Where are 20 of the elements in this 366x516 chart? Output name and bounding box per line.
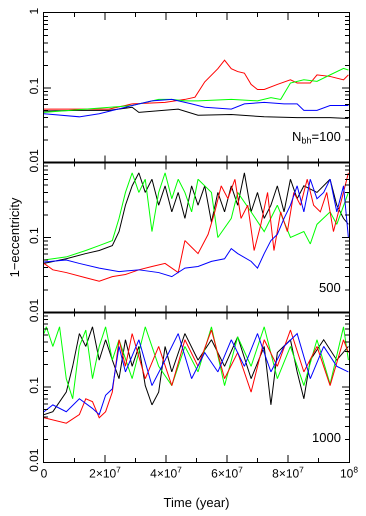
y-tick-label: 0.01 <box>27 298 42 322</box>
annotation: N$_{bh}$=100 <box>292 129 341 146</box>
y-tick-label: 0.01 <box>27 448 42 472</box>
annotation: 500 <box>319 280 341 295</box>
x-tick-label: 6×10$^{7}$ <box>211 464 244 480</box>
line-series <box>44 98 349 118</box>
y-tick-label: 0.1 <box>27 376 42 394</box>
x-axis-title: Time (year) <box>164 495 230 510</box>
y-axis-title: 1−eccentricity <box>7 197 22 278</box>
annotation: 1000 <box>312 430 341 445</box>
y-tick-label: 0.1 <box>27 77 42 94</box>
y-tick-label: 0.01 <box>27 148 42 173</box>
x-tick-label: 0 <box>40 466 48 480</box>
x-tick-label: 4×10$^{7}$ <box>150 464 182 480</box>
x-tick-label: 8×10$^{7}$ <box>272 464 304 480</box>
line-series <box>44 326 349 400</box>
x-tick-label: 2×10$^{7}$ <box>89 464 122 480</box>
y-tick-label: 1 <box>27 8 42 15</box>
x-tick-label: 10$^{8}$ <box>340 464 358 480</box>
y-tick-label: 0.1 <box>27 227 42 244</box>
